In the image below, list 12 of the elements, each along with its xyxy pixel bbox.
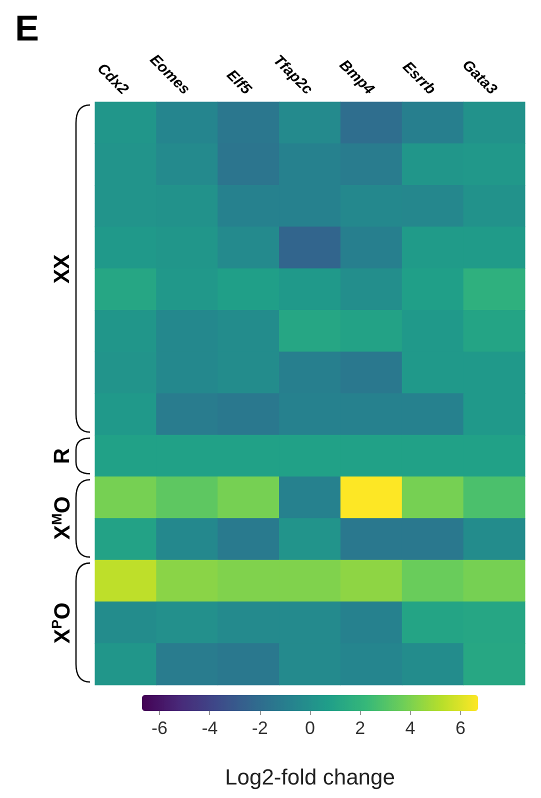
color-bar-title: Log2-fold change [224, 764, 396, 790]
color-bar-label: -4 [202, 718, 218, 738]
annotation: R [49, 448, 75, 464]
color-bar-label: -2 [252, 718, 268, 738]
annotation: XX [49, 254, 75, 284]
color-bar-label: 6 [455, 718, 466, 738]
color-bar-label: -6 [152, 718, 168, 738]
color-bar-label: 2 [355, 718, 366, 738]
color-bar-label: 4 [405, 718, 416, 738]
chart-title: E [15, 8, 40, 48]
x-tick-label: Elf5 [223, 66, 256, 98]
color-bar-label: 0 [304, 718, 316, 738]
